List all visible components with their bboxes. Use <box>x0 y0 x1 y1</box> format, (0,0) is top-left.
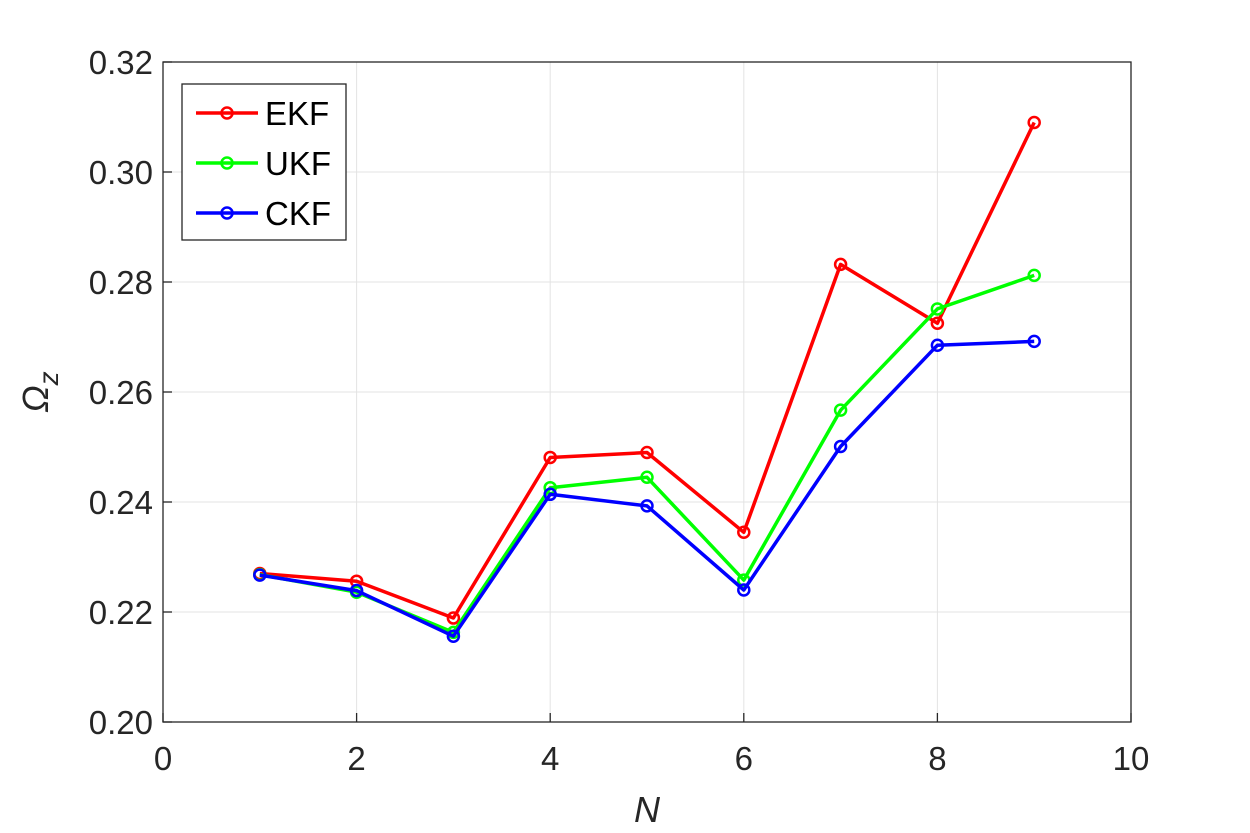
y-axis-ticks: 0.20 0.22 0.24 0.26 0.28 0.30 0.32 <box>89 44 172 741</box>
data-point-ckf <box>833 439 848 454</box>
x-tick-label: 4 <box>541 740 559 777</box>
data-point-ckf <box>543 487 557 502</box>
data-point-ckf <box>1027 334 1041 349</box>
series-ckf <box>253 334 1041 643</box>
data-point-ekf <box>640 445 654 460</box>
data-point-ukf <box>833 403 848 417</box>
legend-marker-ckf <box>220 206 234 220</box>
x-axis-label: N <box>634 789 661 830</box>
data-point-ckf <box>737 583 751 597</box>
legend: EKF UKF CKF <box>181 83 347 241</box>
y-tick-label: 0.32 <box>89 44 153 81</box>
data-point-ekf <box>737 525 751 539</box>
data-point-ckf <box>253 568 267 582</box>
data-point-ekf <box>930 316 945 330</box>
data-point-ckf <box>930 338 945 352</box>
series-ekf <box>253 115 1041 625</box>
data-point-ukf <box>640 470 654 484</box>
x-tick-label: 10 <box>1113 740 1150 777</box>
legend-marker-ekf <box>220 106 234 120</box>
legend-label-ukf: UKF <box>265 145 331 182</box>
legend-item-ckf: CKF <box>196 195 331 232</box>
y-axis-label: Ωz <box>15 371 64 412</box>
series-layer <box>253 115 1041 643</box>
y-axis-label-symbol: Ω <box>15 385 56 412</box>
legend-item-ukf: UKF <box>196 145 331 182</box>
legend-item-ekf: EKF <box>196 95 329 132</box>
series-line-ekf <box>259 121 1036 620</box>
data-point-ekf <box>833 257 848 272</box>
series-line-ckf <box>259 339 1035 638</box>
x-tick-label: 8 <box>928 740 946 777</box>
x-tick-label: 2 <box>347 740 365 777</box>
data-point-ekf <box>446 611 461 625</box>
y-tick-label: 0.22 <box>89 594 153 631</box>
data-point-ckf <box>446 629 461 643</box>
data-point-ukf <box>1027 268 1041 283</box>
data-point-ckf <box>640 499 654 513</box>
y-axis-label-subscript: z <box>33 371 64 386</box>
legend-label-ckf: CKF <box>265 195 331 232</box>
x-tick-label: 0 <box>154 740 172 777</box>
y-tick-label: 0.20 <box>89 704 153 741</box>
x-tick-label: 6 <box>735 740 753 777</box>
y-tick-label: 0.26 <box>89 374 153 411</box>
y-tick-label: 0.28 <box>89 264 153 301</box>
data-point-ckf <box>349 583 364 598</box>
y-tick-label: 0.24 <box>89 484 153 521</box>
y-tick-label: 0.30 <box>89 154 153 191</box>
data-point-ukf <box>930 302 945 316</box>
data-point-ekf <box>1027 115 1041 130</box>
data-point-ekf <box>543 450 557 465</box>
legend-label-ekf: EKF <box>265 95 329 132</box>
x-axis-ticks: 0 2 4 6 8 10 <box>154 713 1150 777</box>
legend-marker-ukf <box>220 156 234 170</box>
